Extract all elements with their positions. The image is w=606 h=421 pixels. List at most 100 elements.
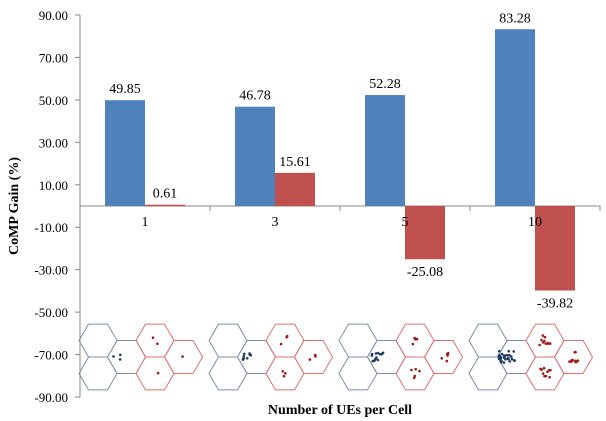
ue-point xyxy=(508,360,512,363)
ue-point xyxy=(548,342,552,346)
y-tick-label: 50.00 xyxy=(39,93,68,108)
ue-point xyxy=(513,359,516,363)
ue-point xyxy=(308,358,312,361)
y-tick-label: 10.00 xyxy=(39,178,68,193)
y-axis: 90.00 70.00 50.00 30.00 10.00 -10.00 -30.00 -50… xyxy=(34,8,80,405)
y-axis-title: CoMP Gain (%) xyxy=(7,157,22,255)
ue-point xyxy=(415,337,419,341)
hex-cell xyxy=(525,356,565,391)
ue-point xyxy=(418,369,421,373)
ue-point xyxy=(282,374,286,378)
hex-cell xyxy=(135,323,175,358)
ue-point xyxy=(574,360,577,364)
inset-diagram-10 xyxy=(468,323,594,391)
inset-diagram-3 xyxy=(208,323,334,391)
ue-point xyxy=(118,358,122,361)
ue-point xyxy=(413,336,416,340)
ue-point xyxy=(380,352,384,356)
ue-point xyxy=(156,342,159,346)
data-label: -39.82 xyxy=(537,297,573,312)
bars xyxy=(105,29,575,291)
y-tick-label: 70.00 xyxy=(39,50,68,65)
x-tick-label: 1 xyxy=(142,215,149,230)
ue-point xyxy=(539,367,542,371)
ue-point xyxy=(505,354,509,357)
ue-point xyxy=(507,349,511,353)
ue-point xyxy=(542,366,546,370)
x-tick-label: 5 xyxy=(402,215,409,230)
x-tick-label: 10 xyxy=(528,215,542,230)
y-tick-label: -30.00 xyxy=(34,263,68,278)
ue-point xyxy=(541,334,545,337)
ue-point xyxy=(543,335,547,339)
ue-point xyxy=(445,359,449,363)
ue-point xyxy=(279,342,283,346)
ue-point xyxy=(242,357,245,361)
bar-series1-3 xyxy=(235,106,275,206)
bar-series2-3 xyxy=(275,172,315,206)
ue-point xyxy=(374,352,378,355)
data-label: 0.61 xyxy=(153,187,178,202)
ue-point xyxy=(119,353,122,357)
hex-cell xyxy=(338,323,378,358)
y-tick-label: -90.00 xyxy=(34,390,68,405)
data-label: 15.61 xyxy=(279,155,311,170)
ue-point xyxy=(412,376,416,380)
ue-point xyxy=(314,355,317,358)
ue-point xyxy=(538,343,541,347)
ue-point xyxy=(281,370,285,373)
x-axis: 1 3 5 10 xyxy=(142,215,543,230)
y-tick-label: -70.00 xyxy=(34,348,68,363)
ue-point xyxy=(541,341,545,344)
hex-cell xyxy=(553,340,594,374)
y-tick-label: -10.00 xyxy=(34,220,68,235)
ue-point xyxy=(112,355,115,358)
y-tick-label: -50.00 xyxy=(34,305,68,320)
data-label: -25.08 xyxy=(407,265,443,280)
ue-point xyxy=(285,336,288,339)
ue-point xyxy=(440,357,444,360)
ue-point xyxy=(510,357,514,361)
data-label: 52.28 xyxy=(369,77,401,92)
y-tick-label: 90.00 xyxy=(39,8,68,23)
inset-diagram-5 xyxy=(338,323,464,391)
hex-cell xyxy=(366,340,407,374)
ue-point xyxy=(506,357,510,360)
bar-series2-1 xyxy=(145,204,185,207)
ue-point xyxy=(544,342,547,345)
ue-point xyxy=(549,368,552,372)
ue-point xyxy=(151,336,155,340)
hex-cell xyxy=(395,323,435,358)
bar-series1-1 xyxy=(105,100,145,206)
data-label: 49.85 xyxy=(109,82,141,97)
hex-cell xyxy=(78,323,118,358)
ue-point xyxy=(242,352,246,356)
ue-point xyxy=(376,358,380,362)
ue-point xyxy=(445,352,449,356)
bar-series1-5 xyxy=(365,95,405,206)
inset-diagram-1 xyxy=(78,323,204,391)
bar-labels: 49.85 0.61 46.78 15.61 52.28 -25.08 83.28 -39.8… xyxy=(109,11,573,311)
hex-cell xyxy=(468,323,508,358)
ue-point xyxy=(510,355,513,358)
ue-point xyxy=(375,356,378,359)
ue-point xyxy=(410,368,413,372)
ue-point xyxy=(373,359,376,362)
x-tick-label: 3 xyxy=(272,215,279,230)
ue-point xyxy=(378,352,382,356)
ue-point xyxy=(500,352,504,356)
ue-point xyxy=(508,353,511,357)
ue-point xyxy=(574,350,577,354)
ue-point xyxy=(499,356,503,359)
ue-point xyxy=(504,357,507,361)
x-axis-title: Number of UEs per Cell xyxy=(268,403,412,418)
ue-point xyxy=(540,338,543,342)
ue-point xyxy=(499,360,503,364)
data-label: 46.78 xyxy=(239,89,271,104)
ue-point xyxy=(498,349,501,353)
hex-cell xyxy=(208,356,248,391)
ue-point xyxy=(546,370,549,374)
ue-point xyxy=(571,359,575,362)
ue-point xyxy=(502,361,506,364)
hex-cell xyxy=(78,356,118,391)
